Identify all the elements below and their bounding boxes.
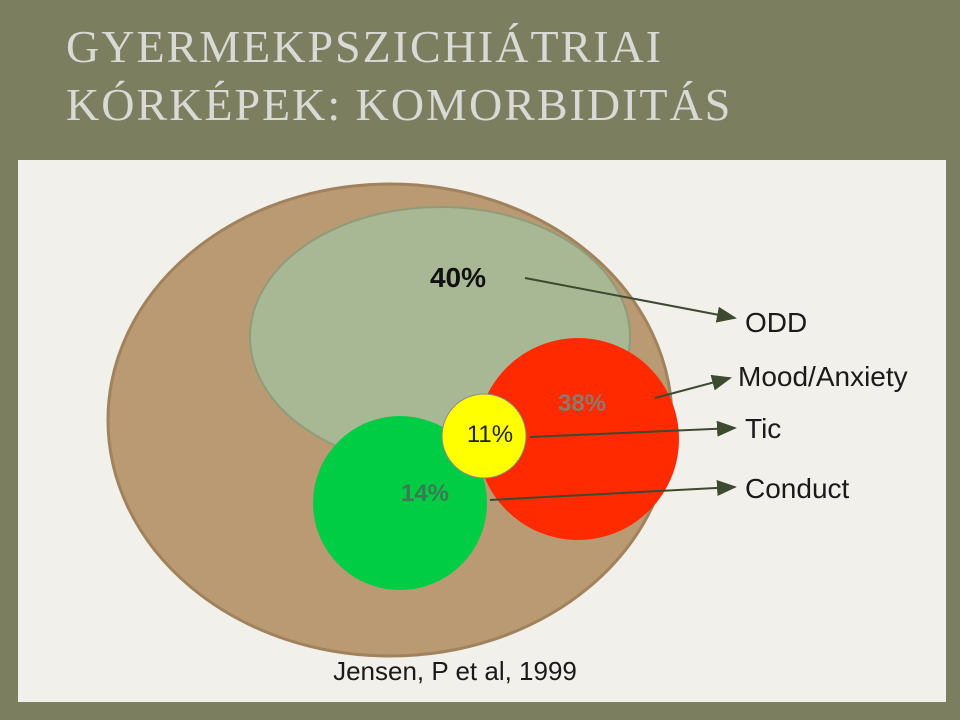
legend-label: Tic bbox=[745, 413, 781, 444]
odd-percent: 40% bbox=[430, 262, 486, 293]
arrow bbox=[529, 420, 737, 438]
mood-circle bbox=[477, 338, 679, 540]
mood-percent: 38% bbox=[558, 390, 606, 417]
conduct-percent: 14% bbox=[401, 480, 449, 507]
arrows bbox=[489, 277, 737, 501]
title-line-1: GYERMEKPSZICHIÁTRIAI bbox=[66, 21, 663, 72]
tic-circle bbox=[441, 393, 527, 479]
caption: Jensen, P et al, 1999 bbox=[333, 656, 577, 686]
arrow bbox=[524, 277, 737, 323]
title-line-2: KÓRKÉPEK: KOMORBIDITÁS bbox=[66, 79, 732, 130]
arrow bbox=[489, 479, 737, 501]
tic-percent: 11% bbox=[467, 421, 513, 448]
legend-label: Mood/Anxiety bbox=[738, 361, 908, 392]
conduct-circle bbox=[313, 416, 487, 590]
legend-label: ODD bbox=[745, 307, 807, 338]
arrow bbox=[654, 374, 732, 399]
legend-label: Conduct bbox=[745, 473, 850, 504]
